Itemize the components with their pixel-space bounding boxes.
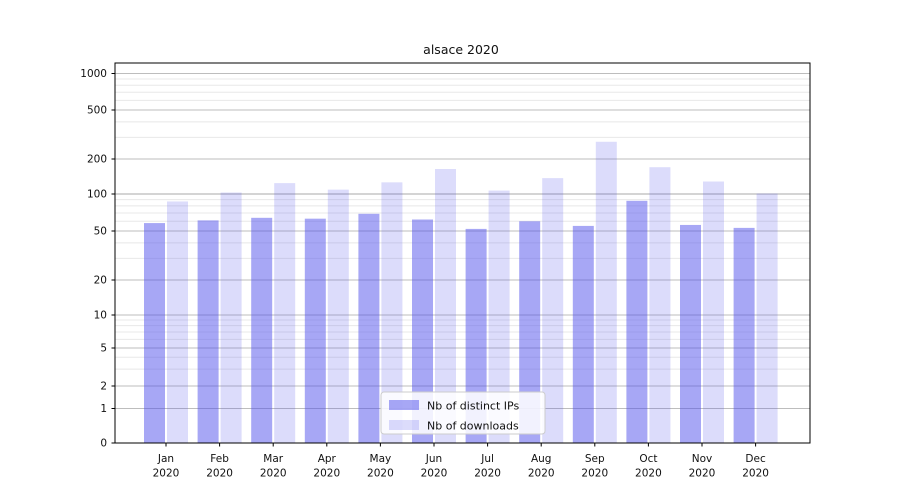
y-axis-ticks: 0 1 2 5 10 20 50 100 200 500 1000 [80, 68, 115, 450]
bar-nb-of-downloads-jul-2020 [488, 190, 510, 443]
bar-nb-of-downloads-mar-2020 [274, 183, 296, 443]
x-tick-label-apr: Apr 2020 [313, 453, 340, 480]
legend-swatch-downloads [389, 420, 419, 430]
y-tick-label-100: 100 [87, 189, 107, 201]
y-tick-label-0: 0 [100, 438, 107, 450]
legend-label-downloads: Nb of downloads [427, 420, 519, 433]
y-tick-label-200: 200 [87, 154, 107, 166]
bar-nb-of-downloads-nov-2020 [703, 181, 724, 443]
y-tick-label-1: 1 [100, 403, 107, 415]
x-tick-label-nov: Nov 2020 [689, 453, 716, 480]
bar-nb-of-downloads-oct-2020 [649, 167, 671, 443]
y-tick-label-2: 2 [100, 381, 107, 393]
legend-box [380, 391, 546, 435]
x-tick-label-may: May 2020 [367, 453, 394, 480]
x-tick-label-jul: Jul 2020 [474, 453, 501, 480]
bar-nb-of-downloads-dec-2020 [756, 193, 778, 443]
bar-nb-of-distinct-ips-may-2020 [358, 213, 380, 443]
bar-nb-of-distinct-ips-feb-2020 [197, 220, 219, 443]
legend-swatch-distinct-ips [389, 400, 419, 410]
chart-title: alsace 2020 [423, 42, 499, 57]
x-axis-ticks: Jan 2020 Feb 2020 Mar 2020 Apr 2020 May 2020 Jun 20… [153, 443, 769, 480]
y-tick-label-20: 20 [94, 275, 107, 287]
bar-nb-of-distinct-ips-jan-2020 [144, 223, 165, 443]
legend: Nb of distinct IPs Nb of downloads [380, 391, 546, 435]
x-tick-label-oct: Oct 2020 [635, 453, 662, 480]
bar-nb-of-downloads-jan-2020 [167, 201, 188, 443]
bar-nb-of-distinct-ips-aug-2020 [519, 221, 541, 443]
y-tick-label-5: 5 [100, 343, 107, 355]
bars-group [144, 141, 778, 444]
bar-nb-of-distinct-ips-oct-2020 [626, 200, 648, 443]
bar-nb-of-distinct-ips-dec-2020 [733, 227, 755, 443]
bar-nb-of-distinct-ips-nov-2020 [680, 224, 701, 443]
bar-nb-of-downloads-aug-2020 [542, 178, 564, 443]
x-tick-label-feb: Feb 2020 [206, 453, 233, 480]
bar-nb-of-distinct-ips-jun-2020 [412, 219, 433, 443]
x-tick-label-sep: Sep 2020 [581, 453, 608, 480]
bar-nb-of-downloads-sep-2020 [595, 141, 617, 443]
x-tick-label-jan: Jan 2020 [153, 453, 180, 480]
y-tick-label-50: 50 [94, 226, 107, 238]
x-tick-label-aug: Aug 2020 [528, 453, 555, 480]
bar-nb-of-distinct-ips-mar-2020 [251, 217, 273, 443]
bar-nb-of-distinct-ips-sep-2020 [572, 225, 594, 443]
x-tick-label-dec: Dec 2020 [742, 453, 769, 480]
y-tick-label-500: 500 [87, 105, 107, 117]
x-tick-label-jun: Jun 2020 [421, 453, 448, 480]
bar-nb-of-downloads-feb-2020 [220, 192, 242, 443]
plot-area-border [114, 62, 811, 444]
bar-nb-of-downloads-jun-2020 [435, 169, 456, 444]
minor-gridlines [115, 78, 810, 370]
bar-nb-of-distinct-ips-jul-2020 [465, 228, 487, 443]
y-tick-label-10: 10 [94, 310, 107, 322]
bar-nb-of-downloads-may-2020 [381, 182, 403, 443]
bar-nb-of-distinct-ips-apr-2020 [304, 218, 326, 443]
legend-label-distinct-ips: Nb of distinct IPs [427, 400, 519, 413]
bar-nb-of-downloads-apr-2020 [327, 189, 349, 443]
y-tick-label-1000: 1000 [80, 68, 107, 80]
x-tick-label-mar: Mar 2020 [260, 453, 287, 480]
